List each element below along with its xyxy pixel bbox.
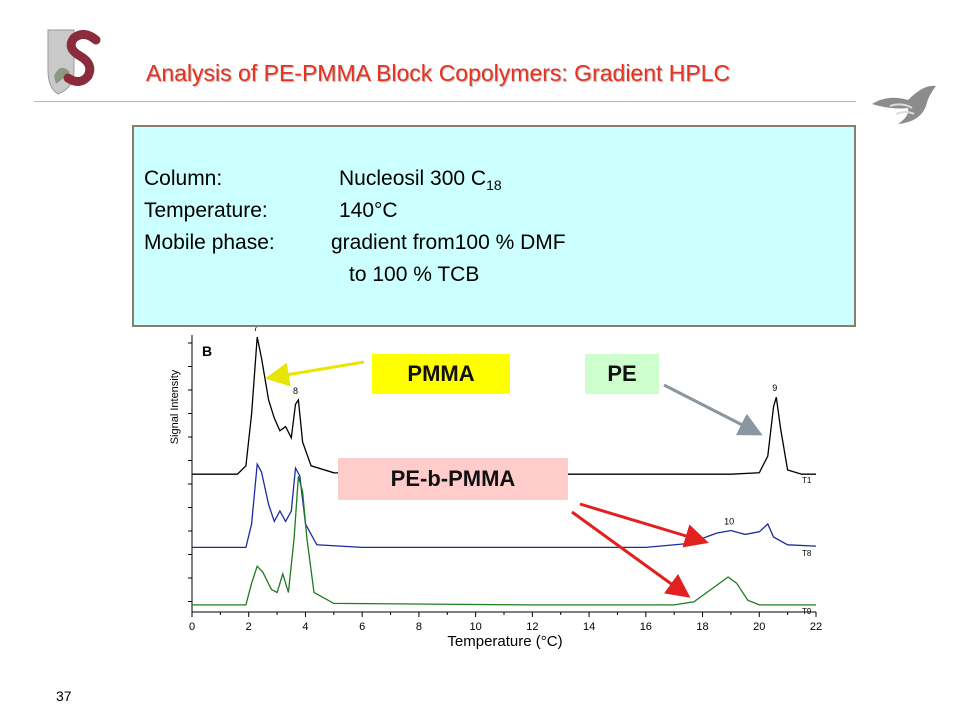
university-crest-logo-icon xyxy=(47,29,101,95)
column-subscript: 18 xyxy=(486,177,502,193)
series-label: T8 xyxy=(802,549,812,558)
x-tick-label: 18 xyxy=(696,621,708,633)
series-line-t1 xyxy=(192,336,816,475)
series-label: T1 xyxy=(802,476,812,485)
mobile-phase-label: Mobile phase: xyxy=(144,231,275,254)
column-label: Column: xyxy=(144,167,223,190)
slide-number: 37 xyxy=(56,688,72,704)
column-value: Nucleosil 300 C18 xyxy=(339,167,502,193)
temperature-value: 140°C xyxy=(339,199,398,222)
x-tick-label: 0 xyxy=(189,621,195,633)
peak-label: 9 xyxy=(772,383,777,393)
x-axis-label: Temperature (°C) xyxy=(447,633,562,650)
peak-label: 10 xyxy=(724,517,734,527)
pmma-arrow xyxy=(265,360,365,387)
pe-b-pmma-arrow-2 xyxy=(571,510,691,598)
x-tick-label: 14 xyxy=(583,621,595,633)
peak-label: 7 xyxy=(253,327,258,333)
pe-b-pmma-arrow-1 xyxy=(579,502,709,548)
temperature-label: Temperature: xyxy=(144,199,268,222)
x-tick-label: 6 xyxy=(359,621,365,633)
y-axis-label: Signal Intensity xyxy=(169,369,181,444)
x-tick-label: 4 xyxy=(302,621,308,633)
title-divider xyxy=(34,101,856,102)
mobile-phase-value: gradient from100 % DMF xyxy=(331,231,566,254)
mobile-phase-value-line2: to 100 % TCB xyxy=(349,263,480,286)
pe-arrow xyxy=(663,383,763,436)
conditions-box: Column: Nucleosil 300 C18 Temperature: 1… xyxy=(132,125,856,327)
x-tick-label: 10 xyxy=(470,621,482,633)
pmma-callout: PMMA xyxy=(372,354,510,394)
pe-callout: PE xyxy=(585,354,659,394)
hplc-chromatogram-chart: Signal Intensity B Temperature (°C) 0 2 4 6… xyxy=(169,327,822,650)
x-tick-label: 8 xyxy=(416,621,422,633)
x-tick-label: 2 xyxy=(246,621,252,633)
panel-label: B xyxy=(202,343,212,359)
x-tick-label: 20 xyxy=(753,621,765,633)
slide-title: Analysis of PE-PMMA Block Copolymers: Gr… xyxy=(146,60,731,86)
series-label: T9 xyxy=(802,607,812,616)
series-line-t9 xyxy=(192,476,816,606)
peak-label: 8 xyxy=(293,386,298,396)
x-tick-label: 12 xyxy=(526,621,538,633)
x-tick-label: 22 xyxy=(810,621,822,633)
x-tick-label: 16 xyxy=(640,621,652,633)
bird-emblem-icon xyxy=(872,85,936,124)
pe-b-pmma-callout: PE-b-PMMA xyxy=(338,458,568,500)
